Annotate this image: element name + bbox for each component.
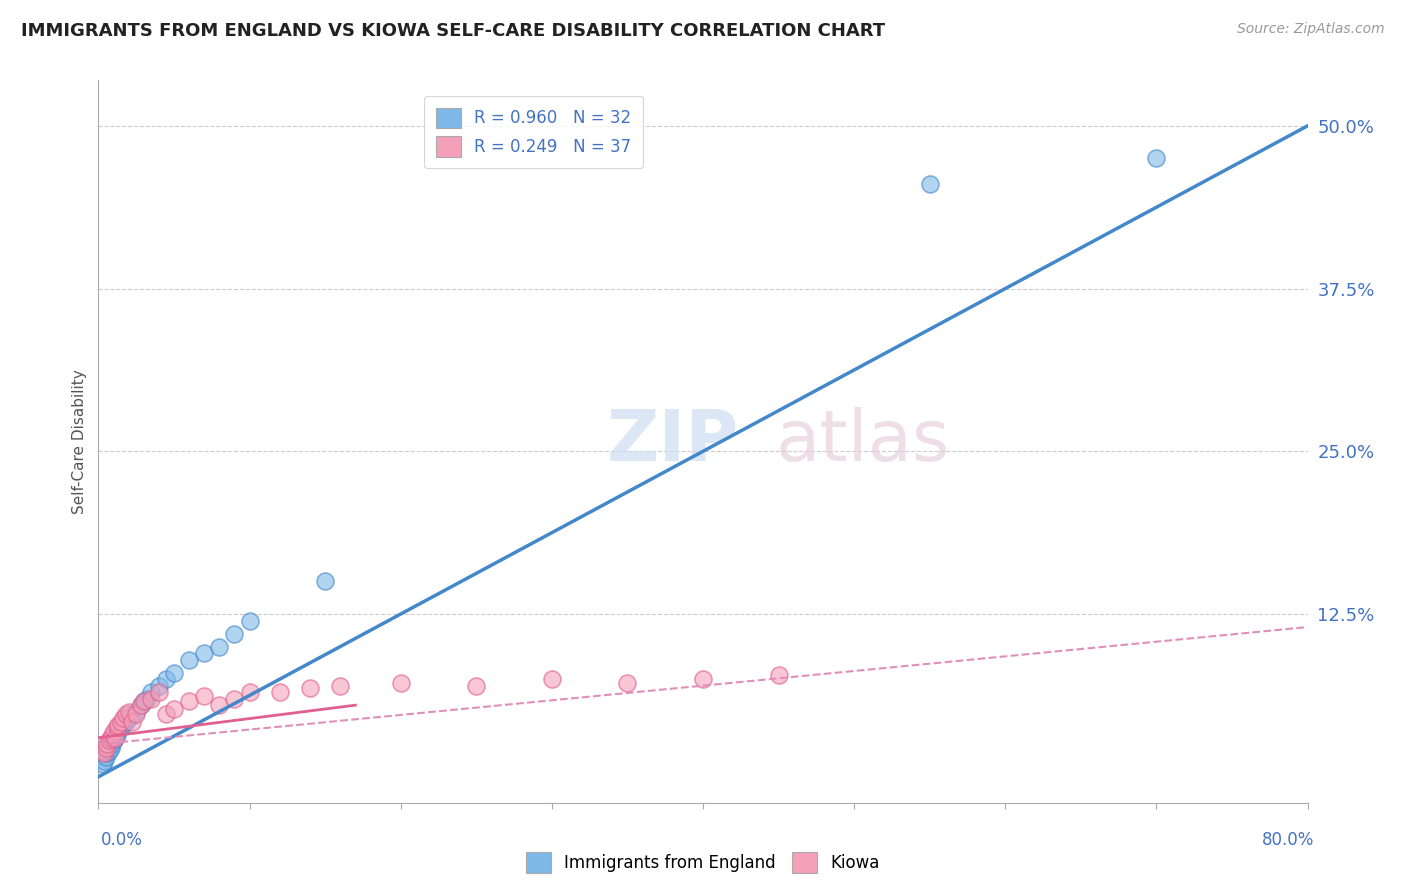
Point xyxy=(465,679,488,693)
Point xyxy=(692,672,714,686)
Point xyxy=(104,731,127,745)
Point xyxy=(101,728,124,742)
Point xyxy=(105,728,128,742)
Point xyxy=(129,698,152,713)
Point xyxy=(208,640,231,654)
Point xyxy=(163,702,186,716)
Text: Source: ZipAtlas.com: Source: ZipAtlas.com xyxy=(1237,22,1385,37)
Point xyxy=(148,685,170,699)
Point xyxy=(239,685,262,699)
Point xyxy=(96,737,118,751)
Point xyxy=(125,707,148,722)
Point xyxy=(114,707,136,722)
Point xyxy=(193,689,215,703)
Legend: Immigrants from England, Kiowa: Immigrants from England, Kiowa xyxy=(519,846,887,880)
Point xyxy=(269,685,291,699)
Point xyxy=(141,685,163,699)
Point xyxy=(103,724,125,739)
Point xyxy=(132,694,155,708)
Point xyxy=(94,750,117,764)
Point xyxy=(103,733,125,747)
Point xyxy=(179,652,201,666)
Text: ZIP: ZIP xyxy=(606,407,738,476)
Point xyxy=(104,731,127,745)
Point xyxy=(111,717,134,731)
Point xyxy=(299,681,322,696)
Point xyxy=(314,574,336,589)
Point xyxy=(918,178,941,192)
Point xyxy=(118,711,141,725)
Point xyxy=(224,691,246,706)
Point xyxy=(105,720,128,734)
Point xyxy=(100,741,122,756)
Point xyxy=(91,744,114,758)
Point xyxy=(94,741,117,756)
Point xyxy=(118,705,141,719)
Point xyxy=(155,672,177,686)
Point xyxy=(224,626,246,640)
Point xyxy=(148,679,170,693)
Y-axis label: Self-Care Disability: Self-Care Disability xyxy=(72,369,87,514)
Point xyxy=(329,679,352,693)
Text: IMMIGRANTS FROM ENGLAND VS KIOWA SELF-CARE DISABILITY CORRELATION CHART: IMMIGRANTS FROM ENGLAND VS KIOWA SELF-CA… xyxy=(21,22,886,40)
Text: atlas: atlas xyxy=(776,407,950,476)
Point xyxy=(100,731,122,745)
Point xyxy=(389,676,412,690)
Point xyxy=(163,665,186,680)
Point xyxy=(1144,152,1167,166)
Point xyxy=(110,720,132,734)
Point xyxy=(129,698,152,713)
Point xyxy=(98,744,121,758)
Point xyxy=(193,646,215,660)
Point xyxy=(125,705,148,719)
Point xyxy=(179,694,201,708)
Point xyxy=(132,694,155,708)
Point xyxy=(135,691,157,706)
Point xyxy=(208,698,231,713)
Point xyxy=(107,724,129,739)
Point xyxy=(155,707,177,722)
Text: 80.0%: 80.0% xyxy=(1263,831,1315,849)
Point xyxy=(93,747,115,761)
Legend: R = 0.960   N = 32, R = 0.249   N = 37: R = 0.960 N = 32, R = 0.249 N = 37 xyxy=(425,95,643,169)
Point xyxy=(540,672,562,686)
Point xyxy=(98,733,121,747)
Point xyxy=(107,717,129,731)
Point xyxy=(121,715,143,730)
Point xyxy=(121,707,143,722)
Point xyxy=(93,754,115,768)
Point xyxy=(110,715,132,730)
Point xyxy=(91,756,114,771)
Point xyxy=(616,676,638,690)
Point xyxy=(768,668,790,682)
Point xyxy=(239,614,262,628)
Point xyxy=(111,711,134,725)
Point xyxy=(141,691,163,706)
Point xyxy=(96,747,118,761)
Point xyxy=(114,715,136,730)
Point xyxy=(101,737,124,751)
Text: 0.0%: 0.0% xyxy=(101,831,143,849)
